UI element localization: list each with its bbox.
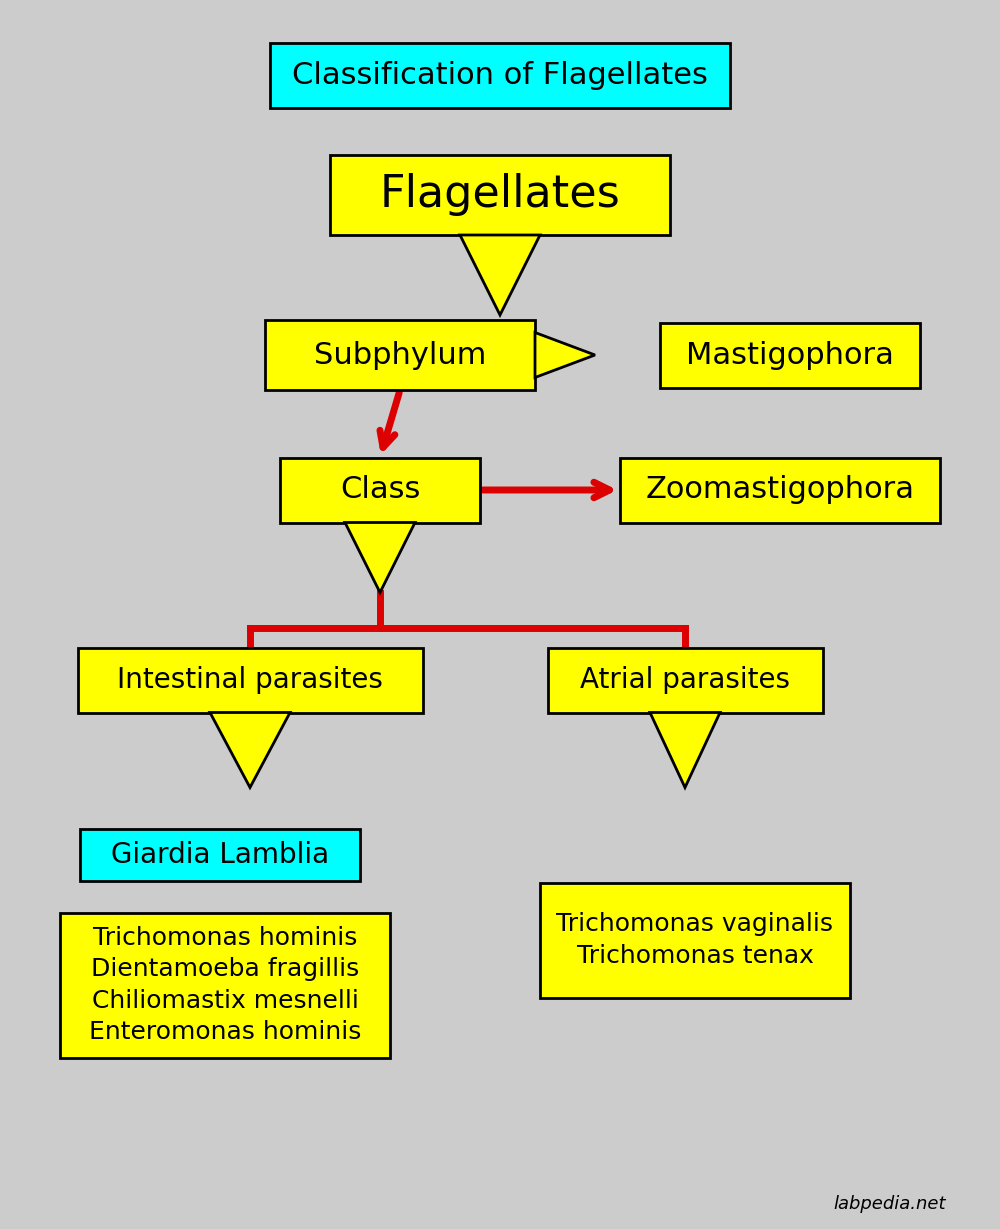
Text: Subphylum: Subphylum: [314, 340, 486, 370]
Bar: [78, 648, 422, 713]
Bar: [265, 320, 535, 390]
Bar: [548, 648, 822, 713]
Text: Class: Class: [340, 476, 420, 504]
Polygon shape: [345, 522, 415, 592]
Polygon shape: [460, 235, 540, 315]
Bar: [620, 457, 940, 522]
Text: Trichomonas vaginalis
Trichomonas tenax: Trichomonas vaginalis Trichomonas tenax: [556, 912, 834, 967]
Bar: [540, 882, 850, 998]
Bar: [270, 43, 730, 107]
Text: Giardia Lamblia: Giardia Lamblia: [111, 841, 329, 869]
Text: Flagellates: Flagellates: [380, 173, 620, 216]
Bar: [60, 912, 390, 1057]
Text: labpedia.net: labpedia.net: [834, 1195, 946, 1213]
Text: Atrial parasites: Atrial parasites: [580, 666, 790, 694]
Text: Trichomonas hominis
Dientamoeba fragillis
Chiliomastix mesnelli
Enteromonas homi: Trichomonas hominis Dientamoeba fragilli…: [89, 925, 361, 1045]
Text: Intestinal parasites: Intestinal parasites: [117, 666, 383, 694]
Bar: [80, 830, 360, 881]
Text: Zoomastigophora: Zoomastigophora: [646, 476, 914, 504]
Polygon shape: [535, 333, 595, 377]
Text: Mastigophora: Mastigophora: [686, 340, 894, 370]
Bar: [280, 457, 480, 522]
Polygon shape: [210, 713, 290, 788]
Bar: [330, 155, 670, 235]
Bar: [660, 322, 920, 387]
Polygon shape: [650, 713, 720, 788]
Text: Classification of Flagellates: Classification of Flagellates: [292, 60, 708, 90]
